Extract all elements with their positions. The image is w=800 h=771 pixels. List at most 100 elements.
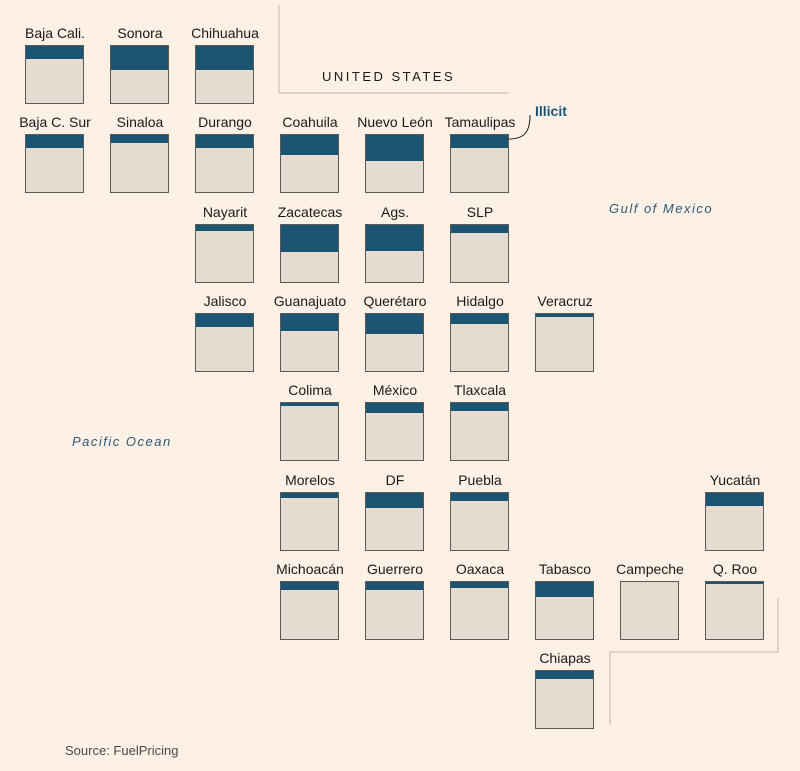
illicit-share-bar (366, 582, 423, 590)
us-border-line (278, 5, 508, 94)
illicit-share-bar (196, 46, 253, 70)
illicit-share-bar (26, 46, 83, 60)
illicit-share-bar (451, 135, 508, 149)
state-box (195, 134, 254, 193)
state-name: DF (385, 472, 405, 488)
state-name: Nayarit (202, 204, 248, 220)
pacific-ocean-label: Pacific Ocean (72, 434, 172, 449)
illicit-share-bar (366, 493, 423, 508)
illicit-share-bar (536, 314, 593, 317)
guatemala-border-line (609, 598, 779, 725)
state-box (450, 402, 509, 461)
state-box (195, 45, 254, 104)
state-box (25, 134, 84, 193)
state-name: Baja Cali. (25, 25, 85, 41)
state-box (110, 45, 169, 104)
illicit-share-bar (366, 403, 423, 414)
state-box (110, 134, 169, 193)
illicit-share-bar (451, 493, 508, 501)
state-name: Zacatecas (277, 204, 343, 220)
state-box (535, 313, 594, 372)
illicit-share-bar (536, 582, 593, 597)
state-box (280, 581, 339, 640)
state-name: México (372, 382, 418, 398)
state-name: Jalisco (203, 293, 247, 309)
state-name: Durango (198, 114, 252, 130)
illicit-share-bar (281, 493, 338, 498)
state-name: Ags. (380, 204, 409, 220)
illicit-share-bar (281, 225, 338, 252)
state-box (365, 492, 424, 551)
illicit-share-bar (196, 225, 253, 231)
state-box (280, 402, 339, 461)
united-states-label: UNITED STATES (322, 69, 456, 84)
illicit-share-bar (281, 582, 338, 590)
state-box (450, 134, 509, 193)
illicit-share-bar (111, 135, 168, 143)
state-box (280, 224, 339, 283)
illicit-share-bar (26, 135, 83, 149)
state-box (280, 492, 339, 551)
state-box (705, 581, 764, 640)
state-box (25, 45, 84, 104)
state-name: Oaxaca (455, 561, 505, 577)
state-box (535, 581, 594, 640)
illicit-share-bar (366, 135, 423, 161)
state-name: Guerrero (366, 561, 424, 577)
illicit-share-bar (111, 46, 168, 70)
state-box (365, 581, 424, 640)
state-name: Hidalgo (456, 293, 504, 309)
state-box (365, 224, 424, 283)
illicit-share-bar (706, 493, 763, 507)
illicit-share-bar (281, 403, 338, 406)
state-box (365, 134, 424, 193)
state-name: Sonora (117, 25, 163, 41)
state-box (705, 492, 764, 551)
illicit-share-bar (451, 582, 508, 588)
state-name: Q. Roo (712, 561, 758, 577)
state-box (280, 313, 339, 372)
state-name: Chihuahua (191, 25, 259, 41)
state-name: Morelos (285, 472, 335, 488)
state-name: SLP (466, 204, 494, 220)
state-name: Chiapas (539, 650, 591, 666)
state-box (450, 224, 509, 283)
state-name: Puebla (458, 472, 502, 488)
illicit-share-bar (451, 403, 508, 411)
state-name: Michoacán (276, 561, 344, 577)
illicit-share-bar (366, 225, 423, 251)
illicit-leader-line (508, 114, 531, 140)
state-box (450, 581, 509, 640)
illicit-share-bar (196, 135, 253, 149)
illicit-share-bar (536, 671, 593, 679)
state-name: Querétaro (363, 293, 427, 309)
state-box (365, 313, 424, 372)
source-note: Source: FuelPricing (65, 743, 179, 758)
state-box (450, 492, 509, 551)
state-name: Yucatán (709, 472, 761, 488)
state-name: Nuevo León (357, 114, 433, 130)
state-box (195, 224, 254, 283)
state-box (365, 402, 424, 461)
illicit-share-bar (366, 314, 423, 334)
illicit-legend-label: Illicit (535, 103, 567, 119)
state-name: Tamaulipas (444, 114, 516, 130)
state-name: Tlaxcala (453, 382, 507, 398)
gulf-of-mexico-label: Gulf of Mexico (609, 201, 714, 216)
illicit-share-bar (281, 135, 338, 155)
state-box (620, 581, 679, 640)
state-box (280, 134, 339, 193)
state-box (450, 313, 509, 372)
illicit-share-bar (451, 314, 508, 325)
illicit-share-bar (706, 582, 763, 585)
illicit-share-bar (196, 314, 253, 328)
state-box (195, 313, 254, 372)
state-name: Veracruz (537, 293, 593, 309)
state-name: Colima (288, 382, 332, 398)
state-name: Baja C. Sur (19, 114, 91, 130)
illicit-share-bar (451, 225, 508, 233)
illicit-share-bar (281, 314, 338, 332)
state-name: Sinaloa (116, 114, 164, 130)
state-name: Tabasco (538, 561, 592, 577)
